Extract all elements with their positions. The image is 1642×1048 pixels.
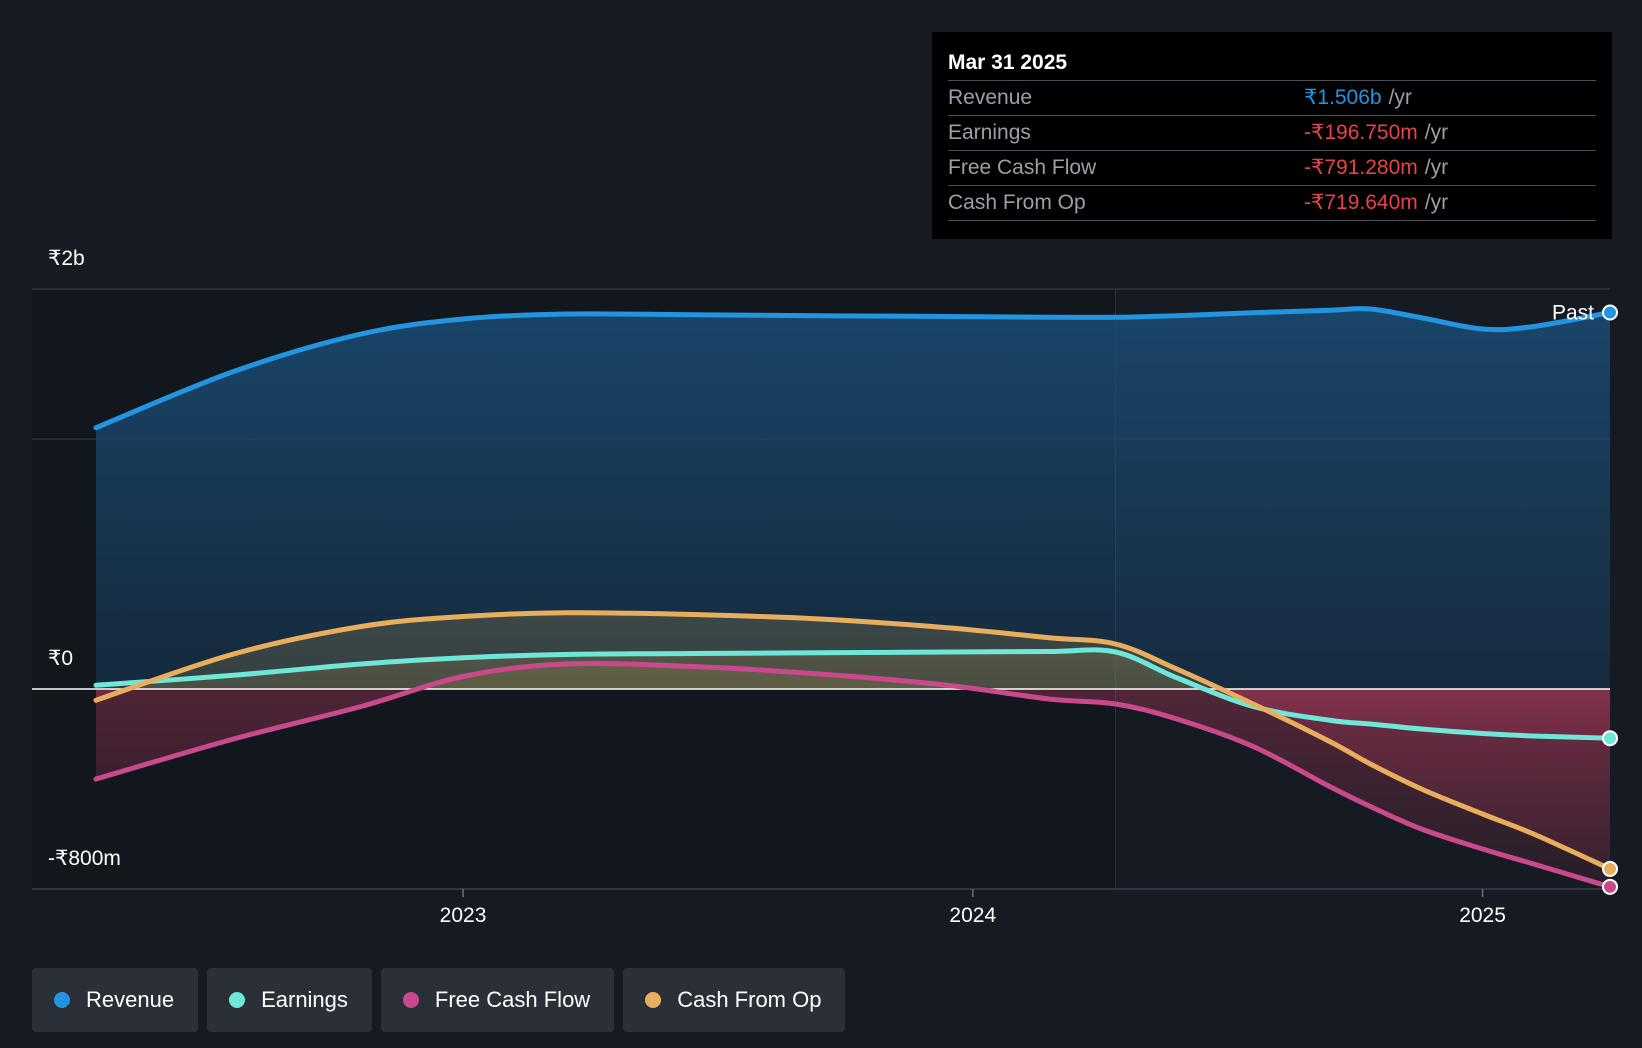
free-cash-flow-area-positive [96,663,1610,689]
tooltip-value: -₹791.280m [1304,156,1418,179]
tooltip-label: Cash From Op [948,191,1086,214]
legend-label: Revenue [86,987,175,1012]
earnings-end-point [1602,730,1618,747]
tooltip-row-revenue: Revenue ₹1.506b /yr [948,80,1596,115]
legend-item-revenue[interactable]: Revenue [32,968,199,1032]
cash-from-op-line [93,610,1613,872]
revenue-area [96,308,1610,689]
y-tick-label: ₹0 [48,647,73,670]
y-tick-label: -₹800m [48,847,121,870]
tooltip-unit: /yr [1424,121,1449,144]
legend-label: Earnings [261,987,348,1012]
tooltip: Mar 31 2025 Revenue ₹1.506b /yr Earnings… [932,32,1612,239]
legend: Revenue Earnings Free Cash Flow Cash Fro… [32,968,846,1032]
legend-item-free-cash-flow[interactable]: Free Cash Flow [380,968,615,1032]
plot-area: ₹2b ₹0 -₹800m 2023 2024 2025 Past [32,247,1618,927]
past-label: Past [1552,302,1594,325]
tooltip-row-cash-from-op: Cash From Op -₹719.640m /yr [948,185,1596,221]
legend-item-cash-from-op[interactable]: Cash From Op [623,968,846,1032]
x-tick-label: 2025 [1459,904,1506,927]
legend-item-earnings[interactable]: Earnings [207,968,372,1032]
free-cash-flow-area-negative [96,689,1610,887]
revenue-line [93,306,1613,431]
tooltip-value: -₹196.750m [1304,121,1418,144]
x-tick-label: 2023 [440,904,487,927]
tooltip-label: Earnings [948,121,1031,144]
free-cash-flow-dot-icon [402,992,419,1008]
earnings-dot-icon [229,992,246,1008]
tooltip-label: Free Cash Flow [948,156,1097,179]
free-cash-flow-line [93,660,1613,890]
tooltip-unit: /yr [1388,86,1412,109]
cash-from-op-dot-icon [645,992,662,1008]
tooltip-value: ₹1.506b [1304,86,1382,109]
earnings-line [93,647,1613,741]
y-tick-label: ₹2b [48,247,85,270]
free-cash-flow-end-point [1602,878,1618,895]
tooltip-row-earnings: Earnings -₹196.750m /yr [948,115,1596,150]
tooltip-unit: /yr [1424,156,1449,179]
tooltip-label: Revenue [948,86,1033,109]
legend-label: Free Cash Flow [434,987,591,1012]
tooltip-row-free-cash-flow: Free Cash Flow -₹791.280m /yr [948,150,1596,185]
revenue-end-point [1602,304,1618,321]
revenue-dot-icon [54,992,70,1008]
tooltip-unit: /yr [1424,191,1449,214]
legend-label: Cash From Op [677,987,822,1012]
tooltip-value: -₹719.640m [1304,191,1418,214]
tooltip-date: Mar 31 2025 [948,51,1068,74]
x-tick-label: 2024 [949,904,996,927]
cash-from-op-end-point [1602,860,1618,877]
